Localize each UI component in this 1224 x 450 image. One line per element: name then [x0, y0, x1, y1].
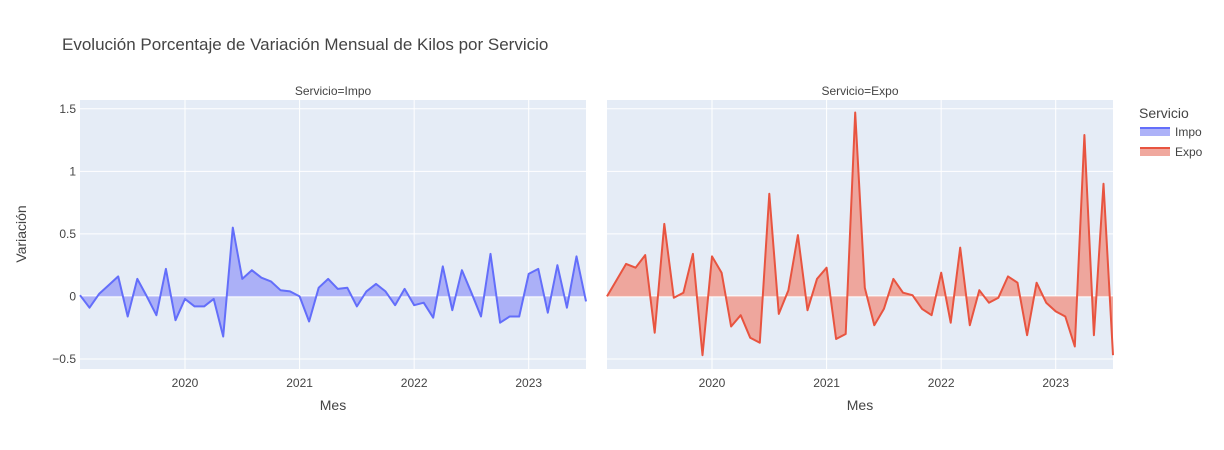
x-tick-labels-impo: 2020 2021 2022 2023: [172, 376, 543, 390]
facet-label-expo: Servicio=Expo: [821, 84, 898, 98]
x-tick-label: 2023: [515, 376, 542, 390]
legend-item-expo[interactable]: Expo: [1140, 145, 1203, 159]
x-tick-label: 2021: [286, 376, 313, 390]
legend-swatch: [1140, 148, 1170, 156]
x-tick-labels-expo: 2020 2021 2022 2023: [699, 376, 1070, 390]
x-axis-title-impo: Mes: [320, 397, 346, 413]
x-tick-label: 2020: [699, 376, 726, 390]
legend-item-impo[interactable]: Impo: [1140, 125, 1202, 139]
y-tick-label: 0: [69, 289, 76, 303]
legend-swatch: [1140, 128, 1170, 136]
series-line-expo: [606, 111, 1114, 357]
panel-impo: 2020 2021 2022 2023 Servicio=Impo Mes: [79, 84, 587, 413]
x-tick-label: 2023: [1042, 376, 1069, 390]
y-tick-label: −0.5: [52, 352, 76, 366]
facet-label-impo: Servicio=Impo: [295, 84, 372, 98]
chart-title: Evolución Porcentaje de Variación Mensua…: [62, 35, 548, 54]
series-line-impo: [79, 226, 587, 338]
legend-title: Servicio: [1139, 105, 1189, 121]
y-tick-label: 0.5: [59, 227, 76, 241]
y-tick-label: 1.5: [59, 102, 76, 116]
y-tick-labels: −0.5 0 0.5 1 1.5: [52, 102, 76, 366]
y-axis-title: Variación: [13, 205, 29, 262]
x-tick-label: 2022: [928, 376, 955, 390]
plot-background-impo: [80, 100, 586, 369]
x-tick-label: 2021: [813, 376, 840, 390]
legend-label: Impo: [1175, 125, 1202, 139]
legend: Servicio Impo Expo: [1139, 105, 1203, 159]
x-axis-title-expo: Mes: [847, 397, 873, 413]
y-tick-label: 1: [69, 164, 76, 178]
x-tick-label: 2022: [401, 376, 428, 390]
panel-expo: 2020 2021 2022 2023 Servicio=Expo Mes: [606, 84, 1114, 413]
legend-label: Expo: [1175, 145, 1203, 159]
x-tick-label: 2020: [172, 376, 199, 390]
area-fill-expo: [607, 112, 1113, 356]
